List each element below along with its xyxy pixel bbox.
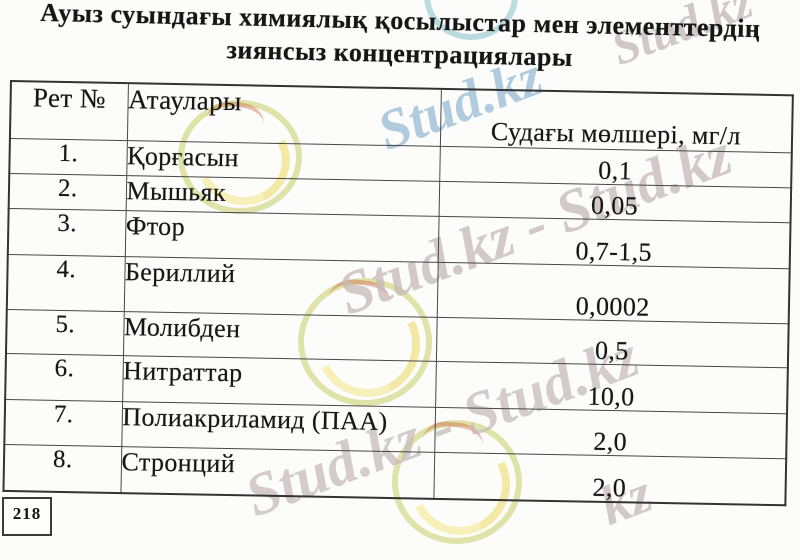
substance-value: 2,0 <box>434 406 788 459</box>
page-title: Ауыз суындағы химиялық қосылыстар мен эл… <box>19 0 780 79</box>
substance-name: Мышьяк <box>125 175 440 216</box>
row-number: 6. <box>5 352 123 402</box>
row-number: 8. <box>3 443 122 494</box>
substance-name: Қорғасын <box>126 140 440 181</box>
substance-name: Фтор <box>124 210 439 262</box>
row-number: 1. <box>9 138 127 176</box>
row-number: 3. <box>7 207 126 257</box>
substance-name: Нитраттар <box>122 355 436 407</box>
header-order-number: Рет № <box>9 81 128 141</box>
substance-value: 10,0 <box>435 360 788 414</box>
substance-value: 2,0 <box>433 451 787 506</box>
concentration-table: Рет № Атаулары Судағы мөлшері, мг/л 1. Қ… <box>2 80 794 507</box>
row-number: 2. <box>8 173 127 211</box>
header-amount: Судағы мөлшері, мг/л <box>439 88 793 153</box>
substance-name: Бериллий <box>123 256 438 317</box>
substance-name: Молибден <box>122 311 437 361</box>
substance-value: 0,7-1,5 <box>437 215 791 269</box>
substance-value: 0,0002 <box>436 261 790 324</box>
row-number: 7. <box>4 398 123 447</box>
substance-name: Стронций <box>120 446 435 499</box>
row-number: 4. <box>6 253 125 312</box>
scanned-page: Stud.kz Stud.kz Stud.kz - Stud.kz Stud.k… <box>0 0 800 515</box>
row-number: 5. <box>5 308 124 356</box>
header-name: Атаулары <box>126 83 441 146</box>
substance-value: 0,5 <box>435 316 789 368</box>
page-number-box: 218 <box>2 497 52 536</box>
substance-name: Полиакриламид (ПАА) <box>121 401 436 452</box>
